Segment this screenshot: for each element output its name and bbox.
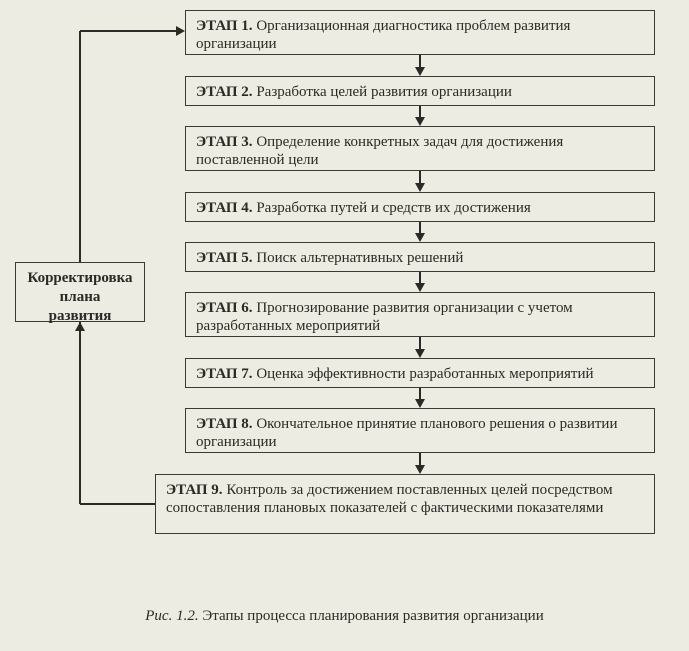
stage-box-3: ЭТАП 3. Определение конкретных задач для… <box>185 126 655 171</box>
stage-text: Оценка эффективности разработанных мероп… <box>253 366 594 382</box>
stage-label: ЭТАП 1. <box>196 18 253 34</box>
stage-label: ЭТАП 4. <box>196 200 253 216</box>
stage-text: Окончательное принятие планового решения… <box>196 416 617 450</box>
stage-label: ЭТАП 6. <box>196 300 253 316</box>
stage-text: Поиск альтернативных решений <box>253 250 464 266</box>
arrow-down-icon <box>415 349 425 358</box>
stage-text: Разработка путей и средств их достижения <box>253 200 531 216</box>
stage-label: ЭТАП 5. <box>196 250 253 266</box>
stage-box-7: ЭТАП 7. Оценка эффективности разработанн… <box>185 358 655 388</box>
arrow-down-icon <box>415 117 425 126</box>
stage-label: ЭТАП 2. <box>196 84 253 100</box>
correction-box: Корректировкапланаразвития <box>15 262 145 322</box>
arrow-down-icon <box>415 67 425 76</box>
arrow-down-icon <box>415 399 425 408</box>
caption-prefix: Рис. 1.2. <box>145 608 198 624</box>
stage-box-9: ЭТАП 9. Контроль за достижением поставле… <box>155 474 655 534</box>
stage-label: ЭТАП 7. <box>196 366 253 382</box>
figure-caption: Рис. 1.2. Этапы процесса планирования ра… <box>0 608 689 625</box>
stage-box-4: ЭТАП 4. Разработка путей и средств их до… <box>185 192 655 222</box>
stage-label: ЭТАП 8. <box>196 416 253 432</box>
caption-text: Этапы процесса планирования развития орг… <box>199 608 544 624</box>
arrow-down-icon <box>415 233 425 242</box>
stage-text: Организационная диагностика проблем разв… <box>196 18 570 52</box>
stage-label: ЭТАП 9. <box>166 482 223 498</box>
arrow-down-icon <box>415 183 425 192</box>
stage-box-2: ЭТАП 2. Разработка целей развития органи… <box>185 76 655 106</box>
correction-line: плана <box>24 288 136 307</box>
stage-text: Разработка целей развития организации <box>253 84 512 100</box>
stage-box-8: ЭТАП 8. Окончательное принятие планового… <box>185 408 655 453</box>
stage-label: ЭТАП 3. <box>196 134 253 150</box>
stage-text: Контроль за достижением поставленных цел… <box>166 482 613 516</box>
stage-text: Прогнозирование развития организации с у… <box>196 300 573 334</box>
arrow-right-icon <box>176 26 185 36</box>
arrow-down-icon <box>415 283 425 292</box>
arrow-down-icon <box>415 465 425 474</box>
stage-box-5: ЭТАП 5. Поиск альтернативных решений <box>185 242 655 272</box>
stage-box-6: ЭТАП 6. Прогнозирование развития организ… <box>185 292 655 337</box>
arrow-up-icon <box>75 322 85 331</box>
stage-box-1: ЭТАП 1. Организационная диагностика проб… <box>185 10 655 55</box>
correction-line: Корректировка <box>24 269 136 288</box>
